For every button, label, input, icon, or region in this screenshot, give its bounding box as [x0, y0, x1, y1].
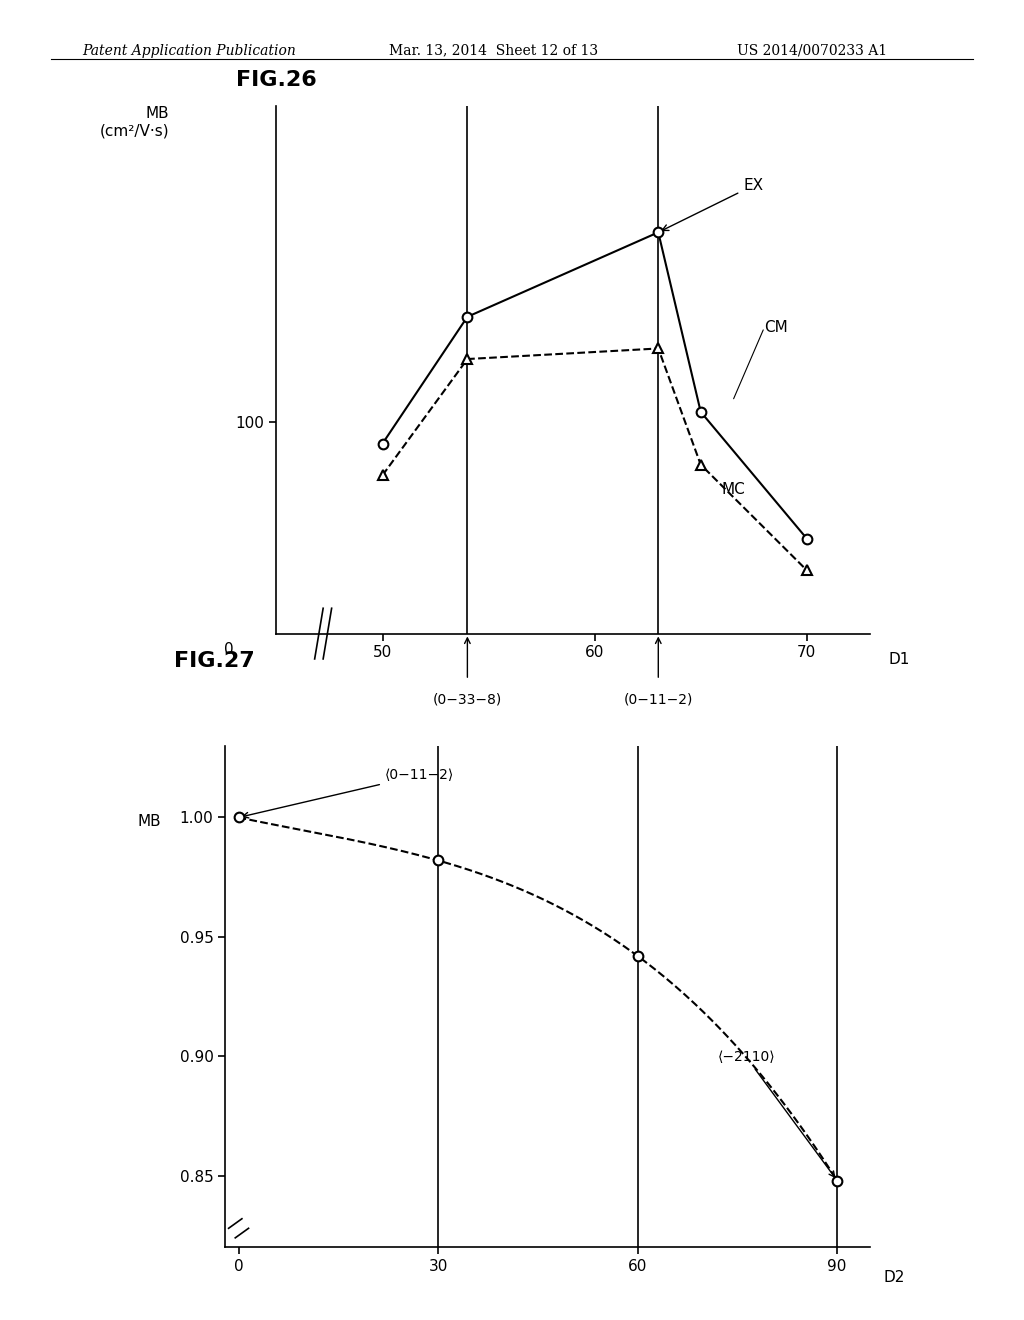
Y-axis label: MB
(cm²/V·s): MB (cm²/V·s) [100, 106, 170, 139]
Text: D1: D1 [888, 652, 909, 668]
Text: (0−33−8): (0−33−8) [433, 693, 502, 706]
Text: CM: CM [764, 319, 788, 335]
Text: ⟨0−11−2⟩: ⟨0−11−2⟩ [243, 768, 455, 818]
Y-axis label: MB: MB [137, 813, 161, 829]
Text: D2: D2 [884, 1270, 904, 1284]
Text: (0−11−2): (0−11−2) [624, 693, 693, 706]
Text: Patent Application Publication: Patent Application Publication [82, 44, 296, 58]
Text: ⟨−2110⟩: ⟨−2110⟩ [718, 1051, 835, 1177]
Text: FIG.27: FIG.27 [174, 651, 255, 671]
Text: 0: 0 [224, 642, 233, 657]
Text: FIG.26: FIG.26 [236, 70, 316, 90]
Text: Mar. 13, 2014  Sheet 12 of 13: Mar. 13, 2014 Sheet 12 of 13 [389, 44, 598, 58]
Text: US 2014/0070233 A1: US 2014/0070233 A1 [737, 44, 888, 58]
Text: MC: MC [722, 483, 745, 498]
Text: EX: EX [663, 178, 763, 231]
